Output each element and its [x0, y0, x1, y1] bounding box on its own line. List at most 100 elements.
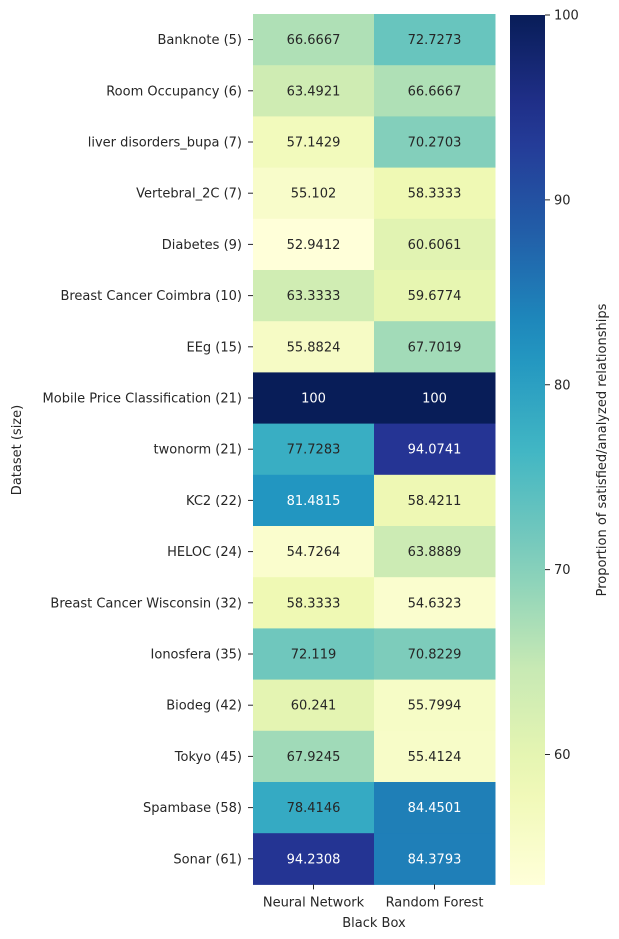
heatmap-cell — [253, 167, 375, 220]
heatmap-cell — [374, 270, 496, 322]
cell-value-label: 58.3333 — [287, 596, 341, 611]
heatmap-cell — [253, 782, 375, 834]
row-label: Ionosfera (35) — [151, 648, 242, 663]
cell-value-label: 57.1429 — [287, 136, 341, 151]
heatmap-cell — [374, 679, 496, 732]
row-label: Vertebral_2C (7) — [136, 187, 242, 202]
heatmap-cells: 66.6667 72.7273 63.4921 66.6667 57.1429 70.27… — [253, 14, 496, 885]
row-label: KC2 (22) — [186, 494, 242, 509]
row-labels: Banknote (5) Room Occupancy (6) liver diso… — [43, 33, 253, 867]
cell-value-label: 72.7273 — [408, 33, 462, 48]
cell-value-label: 66.6667 — [287, 33, 341, 48]
cell-value-label: 72.119 — [291, 648, 337, 663]
cell-value-label: 63.8889 — [408, 545, 462, 560]
cell-value-label: 58.3333 — [408, 187, 462, 202]
heatmap-cell — [374, 730, 496, 783]
heatmap-cell — [374, 14, 496, 66]
colorbar-tick-label: 70 — [554, 563, 571, 578]
row-label: liver disorders_bupa (7) — [88, 136, 242, 151]
heatmap-cell — [374, 833, 496, 885]
heatmap-cell — [374, 321, 496, 373]
cell-value-label: 55.102 — [291, 187, 337, 202]
heatmap-cell — [253, 833, 375, 885]
row-label: Breast Cancer Wisconsin (32) — [50, 596, 242, 611]
heatmap-cell — [253, 423, 375, 476]
heatmap-cell — [374, 577, 496, 629]
colorbar-tick-label: 90 — [554, 193, 571, 208]
heatmap-cell — [374, 167, 496, 220]
heatmap-cell — [253, 321, 375, 373]
cell-value-label: 78.4146 — [287, 801, 341, 816]
cell-value-label: 63.4921 — [287, 84, 341, 99]
heatmap-cell — [374, 474, 496, 527]
heatmap-cell — [253, 679, 375, 732]
heatmap-cell — [374, 782, 496, 834]
cell-value-label: 94.0741 — [408, 443, 462, 458]
heatmap-cell — [253, 628, 375, 681]
cell-value-label: 66.6667 — [408, 84, 462, 99]
cell-value-label: 84.4501 — [408, 801, 462, 816]
row-label: EEg (15) — [187, 340, 243, 355]
heatmap-cell — [253, 218, 375, 271]
row-label: Breast Cancer Coimbra (10) — [60, 289, 242, 304]
heatmap-cell — [253, 372, 375, 425]
heatmap-cell — [374, 65, 496, 117]
cell-value-label: 84.3793 — [408, 852, 462, 867]
cell-value-label: 70.2703 — [408, 136, 462, 151]
heatmap-cell — [374, 526, 496, 578]
cell-value-label: 59.6774 — [408, 289, 462, 304]
cell-value-label: 70.8229 — [408, 648, 462, 663]
cell-value-label: 63.3333 — [287, 289, 341, 304]
heatmap-cell — [374, 628, 496, 681]
colorbar — [510, 15, 545, 885]
cell-value-label: 67.7019 — [408, 340, 462, 355]
heatmap-cell — [253, 116, 375, 169]
heatmap-cell — [374, 116, 496, 169]
row-label: Room Occupancy (6) — [106, 84, 242, 99]
colorbar-label: Proportion of satisfied/analyzed relatio… — [595, 303, 610, 596]
cell-value-label: 77.7283 — [287, 443, 341, 458]
row-label: Diabetes (9) — [162, 238, 242, 253]
row-label: Sonar (61) — [173, 852, 242, 867]
colorbar-tick-label: 60 — [554, 748, 571, 763]
cell-value-label: 60.241 — [291, 699, 337, 714]
cell-value-label: 55.4124 — [408, 750, 462, 765]
row-label: twonorm (21) — [154, 443, 242, 458]
cell-value-label: 55.8824 — [287, 340, 341, 355]
column-label: Neural Network — [263, 895, 365, 910]
cell-value-label: 55.7994 — [408, 699, 462, 714]
row-label: Banknote (5) — [158, 33, 243, 48]
column-labels: Neural Network Random Forest — [263, 884, 484, 910]
heatmap-cell — [253, 577, 375, 629]
colorbar-ticks: 60 70 80 90 100 — [545, 9, 579, 763]
cell-value-label: 54.7264 — [287, 545, 341, 560]
colorbar-tick-label: 100 — [554, 9, 579, 24]
heatmap-cell — [253, 14, 375, 66]
heatmap-cell — [374, 372, 496, 425]
heatmap-cell — [253, 65, 375, 117]
cell-value-label: 60.6061 — [408, 238, 462, 253]
cell-value-label: 94.2308 — [287, 852, 341, 867]
row-label: Mobile Price Classification (21) — [43, 392, 242, 407]
row-label: Biodeg (42) — [166, 699, 242, 714]
cell-value-label: 54.6323 — [408, 596, 462, 611]
heatmap-cell — [253, 730, 375, 783]
cell-value-label: 100 — [422, 392, 447, 407]
heatmap-cell — [253, 474, 375, 527]
heatmap-cell — [374, 423, 496, 476]
cell-value-label: 67.9245 — [287, 750, 341, 765]
row-label: HELOC (24) — [167, 545, 242, 560]
cell-value-label: 52.9412 — [287, 238, 341, 253]
cell-value-label: 81.4815 — [287, 494, 341, 509]
colorbar-tick-label: 80 — [554, 378, 571, 393]
heatmap-cell — [253, 270, 375, 322]
x-axis-label: Black Box — [342, 916, 406, 931]
row-label: Spambase (58) — [143, 801, 242, 816]
heatmap-cell — [253, 526, 375, 578]
column-label: Random Forest — [386, 895, 484, 910]
y-axis-label: Dataset (size) — [10, 405, 25, 495]
row-label: Tokyo (45) — [174, 750, 242, 765]
cell-value-label: 100 — [301, 392, 326, 407]
heatmap-cell — [374, 218, 496, 271]
